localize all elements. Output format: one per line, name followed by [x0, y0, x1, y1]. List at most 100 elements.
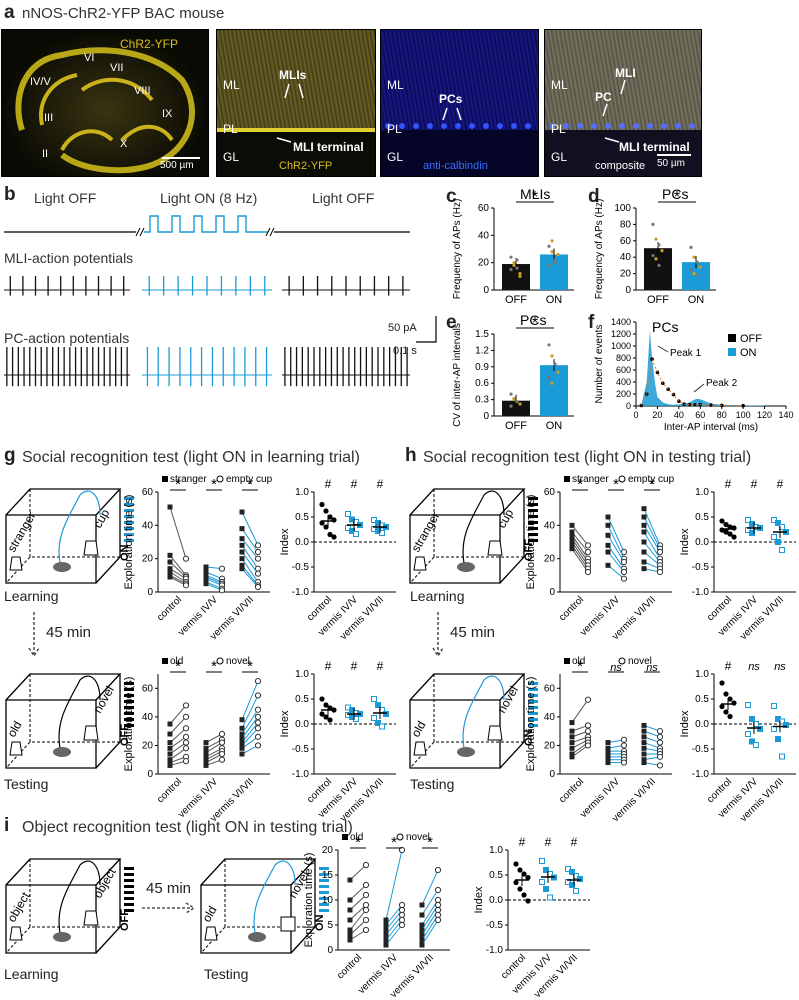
pair-line: [169, 705, 187, 725]
peak1-arrow: [657, 345, 669, 353]
mouse: [53, 932, 71, 942]
data-point: [749, 716, 755, 722]
y-tick-label: 100: [614, 203, 631, 214]
panel-label-i: i: [4, 815, 10, 836]
point-empty-cup: [584, 542, 592, 549]
light-off-2: Light OFF: [312, 190, 375, 206]
sig-mark: *: [391, 834, 397, 851]
y-tick-label: 0: [483, 411, 489, 422]
data-point: [547, 244, 551, 248]
point-empty-cup: [254, 542, 262, 549]
point-stranger: [605, 562, 611, 568]
data-point: [577, 876, 583, 882]
light-state: ON: [523, 729, 535, 746]
y-tick-label: 40: [620, 252, 632, 263]
light-pulse: [319, 903, 329, 906]
y-axis-label: Exploration time (s): [525, 495, 537, 590]
pair-line: [241, 727, 259, 746]
pc-label: PC: [595, 90, 612, 104]
point-novel: [434, 916, 442, 924]
point-old: [167, 757, 173, 763]
x-tick-label: 60: [695, 410, 705, 420]
sig-mark: *: [175, 658, 181, 675]
data-point: [695, 260, 699, 264]
point-novel: [620, 742, 628, 749]
data-point: [723, 709, 729, 715]
point-old: [419, 927, 425, 933]
data-point: [353, 531, 359, 537]
y-tick-label: 60: [544, 487, 556, 498]
point-novel: [218, 756, 226, 763]
point-old: [203, 745, 209, 751]
pair-line: [643, 516, 661, 549]
point-stranger: [167, 574, 173, 580]
y-tick-label: 60: [478, 203, 490, 214]
data-point: [515, 266, 519, 270]
point-old: [347, 897, 353, 903]
light-pulse: [124, 879, 134, 882]
light-state: ON: [314, 914, 326, 931]
y-axis-label: Index: [279, 710, 291, 737]
point-novel: [362, 906, 370, 914]
data-point: [515, 258, 519, 262]
y-axis-label: Index: [679, 710, 691, 737]
folia: [39, 73, 174, 152]
point-old: [239, 742, 245, 748]
data-point: [327, 531, 333, 538]
y-tick-label: -1.0: [692, 587, 710, 598]
chart-h-top-expl: 0 20 40 60 Exploration time (s) stranger empty…: [525, 474, 675, 640]
peak1-label: Peak 1: [670, 348, 702, 359]
data-point: [331, 534, 337, 540]
sig-mark: #: [777, 477, 784, 491]
point-old: [347, 927, 353, 933]
light-on-label: Light ON (8 Hz): [160, 190, 258, 206]
light-pulse: [124, 867, 134, 870]
y-tick-label: 0: [549, 587, 555, 598]
composite-arrows: [602, 79, 626, 143]
y-tick-label: -1.0: [292, 587, 310, 598]
light-pulse: [319, 873, 329, 876]
point-novel: [398, 921, 406, 929]
sig-mark: #: [571, 835, 578, 849]
point-stranger: [605, 532, 611, 538]
point-empty-cup: [620, 548, 628, 556]
point-empty-cup: [620, 575, 628, 582]
point-stranger: [641, 522, 647, 528]
point-old: [641, 745, 647, 751]
data-point: [727, 531, 733, 537]
g-delay-label: 45 min: [46, 624, 92, 641]
pair-line: [241, 695, 259, 729]
data-point: [569, 869, 575, 875]
sig-mark: #: [725, 659, 732, 673]
sig-star: *: [674, 189, 680, 206]
y-tick-label: 0.0: [295, 719, 309, 730]
light-pulse: [124, 509, 134, 512]
light-pulse: [528, 712, 538, 715]
panel-label-e: e: [446, 312, 457, 333]
point-old: [383, 922, 389, 928]
point-old: [239, 751, 245, 757]
pair-line: [643, 525, 661, 553]
point-old: [203, 754, 209, 760]
pair-line: [169, 736, 187, 749]
point-novel: [254, 713, 262, 720]
data-point: [509, 255, 513, 259]
pair-line: [571, 548, 589, 573]
pair-line: [241, 528, 259, 553]
data-point: [518, 402, 522, 406]
series-off-point: [709, 403, 713, 407]
y-tick-label: 60: [142, 487, 154, 498]
left-label: stranger: [4, 509, 38, 554]
y-tick-label: 1.2: [475, 345, 489, 356]
point-old: [605, 754, 611, 760]
legend-swatch-2: [396, 833, 404, 841]
lobule-iii: III: [44, 112, 54, 124]
data-point: [513, 861, 519, 867]
point-novel: [254, 678, 262, 685]
data-point: [513, 879, 519, 886]
light-pulse: [319, 867, 329, 870]
sig-mark: ns: [748, 661, 760, 673]
series-off-point: [741, 403, 745, 408]
data-point: [556, 370, 560, 374]
point-novel: [182, 758, 190, 765]
